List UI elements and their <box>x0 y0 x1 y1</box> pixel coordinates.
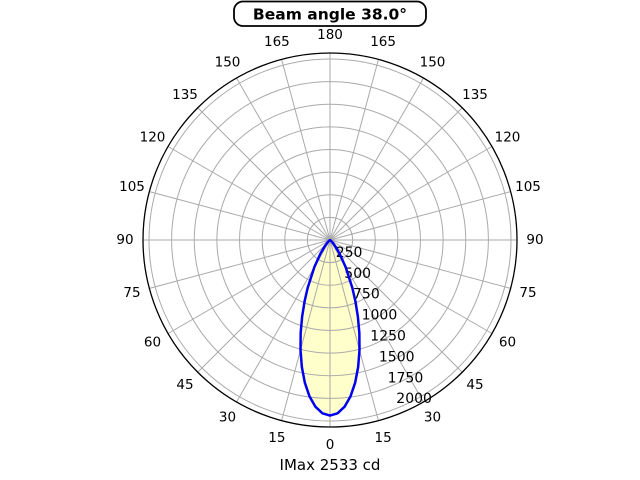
grid-spoke-240 <box>167 146 331 241</box>
angle-tick-label-165-left: 165 <box>264 34 290 50</box>
angle-tick-label-135-right: 135 <box>462 87 488 103</box>
imax-label: IMax 2533 cd <box>280 456 381 474</box>
grid-spoke-150 <box>329 77 424 241</box>
angle-tick-label-105-right: 105 <box>515 179 541 195</box>
title-box <box>233 0 427 27</box>
grid-spoke-210 <box>236 77 331 241</box>
angle-tick-label-135-left: 135 <box>172 87 198 103</box>
grid-spoke-225 <box>197 107 331 241</box>
grid-spoke-165 <box>329 59 379 241</box>
angle-tick-label-120-right: 120 <box>495 130 521 146</box>
angle-tick-label-30-right: 30 <box>424 410 441 426</box>
angle-tick-label-150-left: 150 <box>215 55 241 71</box>
angle-tick-label-180-center: 180 <box>317 27 343 43</box>
grid-spoke-315 <box>197 239 331 373</box>
angle-tick-label-30-left: 30 <box>219 410 236 426</box>
grid-spoke-60 <box>329 239 493 334</box>
grid-spoke-120 <box>329 146 493 241</box>
angle-tick-label-120-left: 120 <box>140 130 166 146</box>
angle-tick-label-75-left: 75 <box>123 285 140 301</box>
angle-tick-label-90-left: 90 <box>116 232 133 248</box>
outer-boundary-circle <box>142 52 518 428</box>
angle-tick-label-60-left: 60 <box>144 335 161 351</box>
radial-tick-label-1500: 1500 <box>379 349 415 365</box>
angle-tick-label-15-left: 15 <box>268 430 285 446</box>
radial-tick-label-750: 750 <box>353 287 380 303</box>
grid-spoke-285 <box>149 239 331 289</box>
angle-tick-label-105-left: 105 <box>119 179 145 195</box>
radial-tick-label-1750: 1750 <box>388 370 424 386</box>
angle-tick-label-45-right: 45 <box>466 377 483 393</box>
grid-spoke-255 <box>149 191 331 241</box>
angle-tick-label-90-right: 90 <box>526 232 543 248</box>
polar-grid-layer <box>142 52 518 428</box>
grid-spoke-135 <box>329 107 463 241</box>
grid-spoke-195 <box>281 59 331 241</box>
beam-lobe-outline-layer <box>299 238 361 417</box>
angle-tick-label-150-right: 150 <box>420 55 446 71</box>
beam-profile-outline <box>299 238 361 417</box>
angle-tick-label-15-right: 15 <box>375 430 392 446</box>
grid-spoke-45 <box>329 239 463 373</box>
grid-spoke-345 <box>281 239 331 421</box>
angle-tick-label-0-center: 0 <box>326 437 335 453</box>
angle-tick-label-165-right: 165 <box>370 34 396 50</box>
angle-tick-label-60-right: 60 <box>499 335 516 351</box>
radial-tick-label-500: 500 <box>344 266 371 282</box>
radial-tick-label-1000: 1000 <box>362 308 398 324</box>
grid-spoke-15 <box>329 239 379 421</box>
grid-spoke-300 <box>167 239 331 334</box>
chart-title: Beam angle 38.0° <box>233 0 427 27</box>
angle-tick-label-75-right: 75 <box>519 285 536 301</box>
title-text: Beam angle 38.0° <box>253 6 407 24</box>
grid-spoke-105 <box>329 191 511 241</box>
grid-spoke-75 <box>329 239 511 289</box>
radial-tick-label-2000: 2000 <box>396 391 432 407</box>
angle-tick-label-45-left: 45 <box>176 377 193 393</box>
radial-tick-label-1250: 1250 <box>370 329 406 345</box>
